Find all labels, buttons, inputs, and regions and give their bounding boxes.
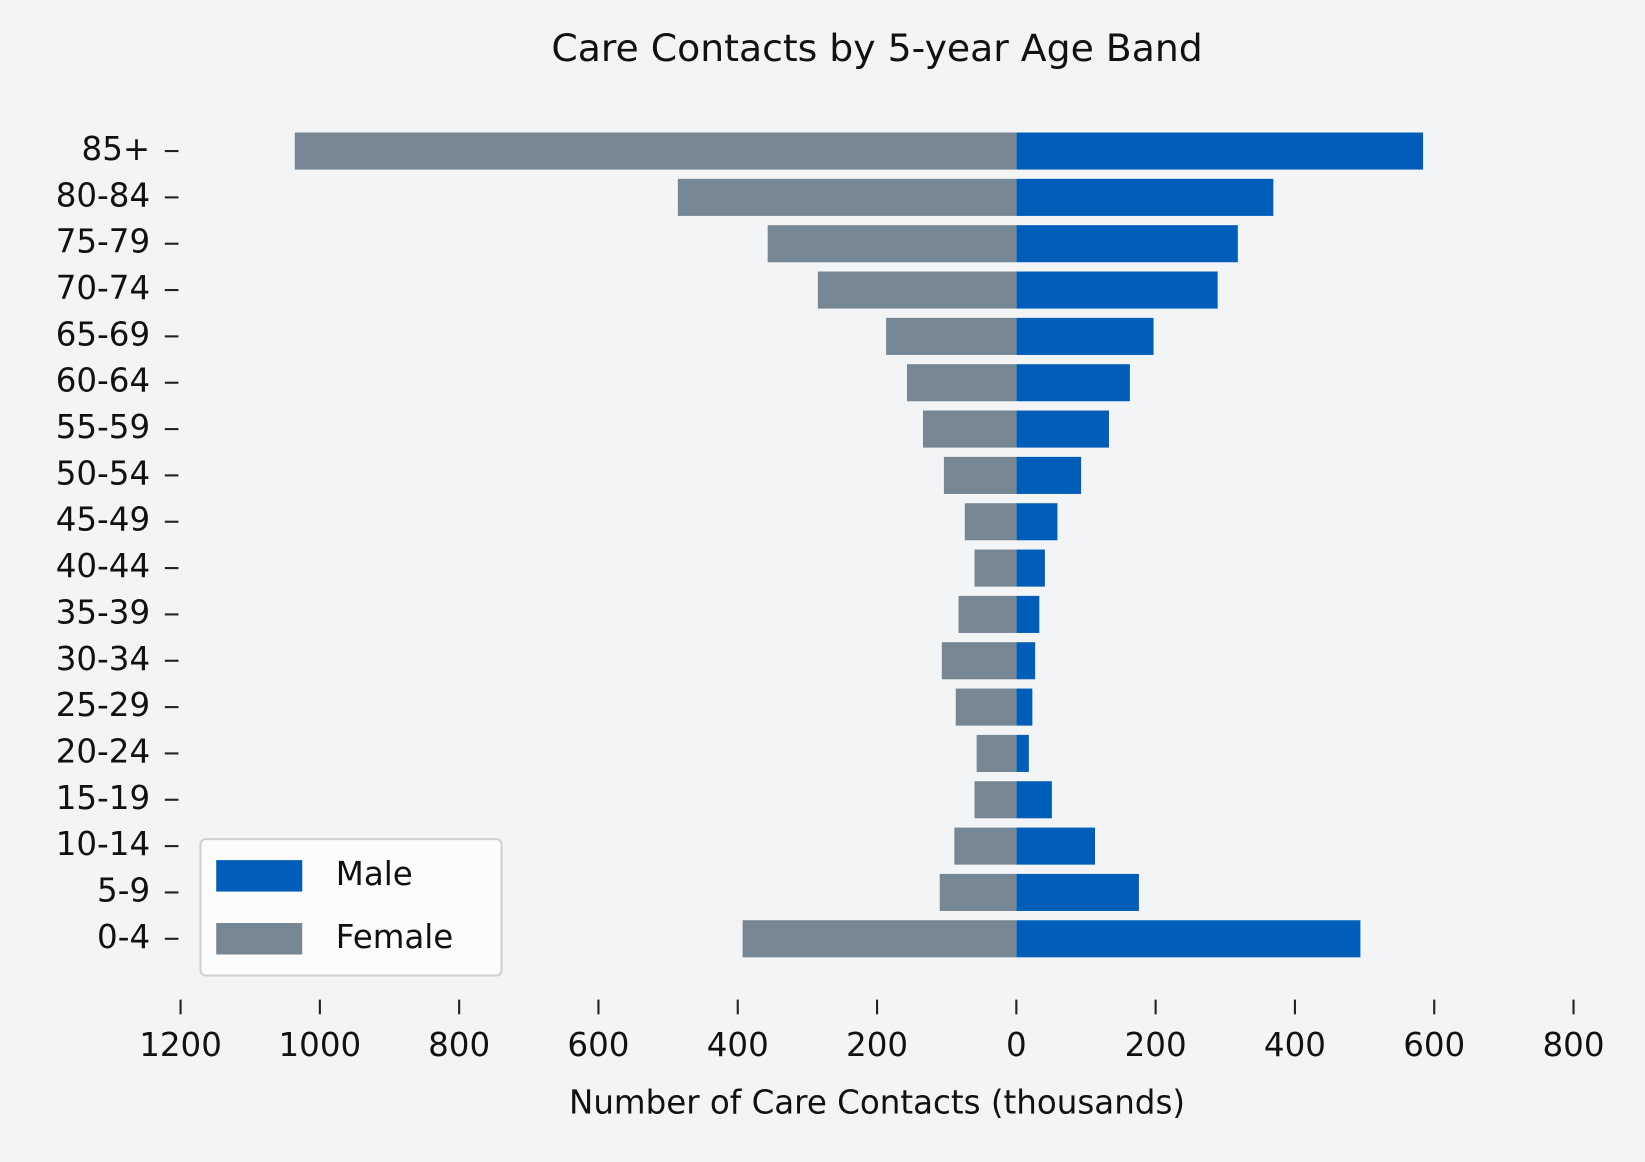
x-tick-label: 400 [707, 1026, 769, 1064]
bar [974, 549, 1017, 587]
bar [1016, 688, 1033, 726]
bar [1016, 410, 1109, 448]
bar [1016, 873, 1139, 911]
bar [767, 225, 1017, 263]
bar [1016, 317, 1154, 355]
bar [923, 410, 1017, 448]
bar [906, 364, 1017, 402]
y-tick-label: 20-24 [56, 732, 150, 770]
x-tick-label: 1200 [139, 1026, 222, 1064]
legend-swatch [216, 923, 303, 955]
bar [958, 595, 1017, 633]
bar [943, 456, 1017, 494]
bar [1016, 595, 1040, 633]
bar [1016, 734, 1029, 772]
y-tick-label: 75-79 [56, 223, 150, 261]
bar [939, 873, 1017, 911]
chart-title: Care Contacts by 5-year Age Band [551, 26, 1202, 70]
x-tick-label: 600 [567, 1026, 629, 1064]
bar [1016, 920, 1361, 958]
bar [955, 688, 1017, 726]
bar [1016, 271, 1218, 309]
y-tick-label: 40-44 [56, 547, 150, 585]
y-tick-label: 70-74 [56, 269, 150, 307]
bar [1016, 781, 1052, 819]
bar [954, 827, 1017, 865]
bar [742, 920, 1017, 958]
y-tick-label: 35-39 [56, 593, 150, 631]
y-tick-label: 60-64 [56, 362, 150, 400]
y-tick-label: 10-14 [56, 825, 150, 863]
y-tick-label: 5-9 [97, 871, 150, 909]
bar [1016, 549, 1045, 587]
y-tick-label: 25-29 [56, 686, 150, 724]
bar [1016, 364, 1130, 402]
legend-label: Female [336, 918, 454, 956]
bar [1016, 225, 1238, 263]
bar [1016, 642, 1036, 680]
x-tick-label: 0 [1006, 1026, 1027, 1064]
bar [886, 317, 1017, 355]
legend-label: Male [336, 855, 413, 893]
y-tick-label: 80-84 [56, 176, 150, 214]
bar [1016, 503, 1058, 541]
x-axis-label: Number of Care Contacts (thousands) [569, 1084, 1185, 1122]
y-tick-label: 65-69 [56, 315, 150, 353]
y-tick-label: 50-54 [56, 454, 150, 492]
bar [294, 132, 1017, 170]
y-tick-label: 15-19 [56, 779, 150, 817]
bar [976, 734, 1017, 772]
x-tick-label: 200 [1125, 1026, 1187, 1064]
bar [1016, 827, 1096, 865]
bar [1016, 456, 1082, 494]
bar [817, 271, 1017, 309]
y-tick-label: 55-59 [56, 408, 150, 446]
y-tick-label: 30-34 [56, 640, 150, 678]
bar [941, 642, 1017, 680]
bar [677, 178, 1017, 216]
bar [1016, 132, 1424, 170]
x-tick-label: 800 [428, 1026, 490, 1064]
bar [1016, 178, 1274, 216]
x-tick-label: 800 [1542, 1026, 1604, 1064]
x-tick-label: 200 [846, 1026, 908, 1064]
x-tick-label: 400 [1264, 1026, 1326, 1064]
legend-swatch [216, 860, 303, 892]
y-tick-label: 85+ [82, 130, 151, 168]
x-tick-label: 1000 [279, 1026, 362, 1064]
x-tick-label: 600 [1403, 1026, 1465, 1064]
y-tick-label: 0-4 [97, 918, 150, 956]
bar [974, 781, 1017, 819]
bar [964, 503, 1017, 541]
y-tick-label: 45-49 [56, 501, 150, 539]
